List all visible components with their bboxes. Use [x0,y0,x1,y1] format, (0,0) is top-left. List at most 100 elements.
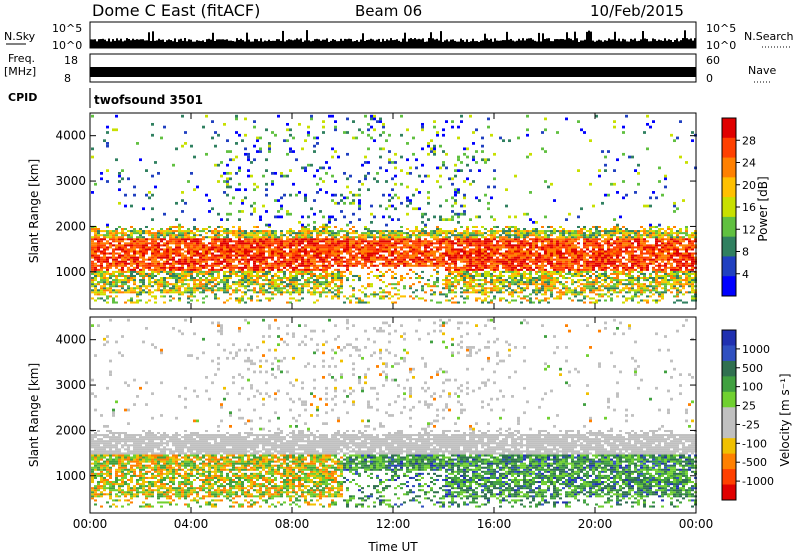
data-cell [412,297,415,299]
data-cell [487,253,490,255]
data-cell [118,180,121,183]
data-cell [523,295,526,297]
data-cell [145,263,148,265]
data-cell [199,291,202,293]
data-cell [241,291,244,293]
data-cell [472,142,475,145]
data-cell [478,255,481,257]
data-cell [154,271,157,273]
data-cell [517,273,520,275]
data-cell [412,265,415,267]
data-cell [457,279,460,281]
data-cell [262,279,265,281]
data-cell [325,285,328,287]
data-cell [247,234,250,236]
data-cell [211,244,214,246]
data-cell [553,273,556,275]
data-cell [553,259,556,261]
data-cell [391,242,394,244]
data-cell [523,234,526,236]
data-cell [244,230,247,232]
nsky-label: N.Sky [4,30,36,43]
data-cell [322,248,325,250]
data-cell [124,289,127,291]
data-cell [121,234,124,236]
data-cell [343,230,346,232]
data-cell [406,213,409,216]
data-cell [328,263,331,265]
data-cell [460,242,463,244]
data-cell [226,186,229,189]
data-cell [247,263,250,265]
data-cell [259,287,262,289]
data-cell [463,153,466,156]
data-cell [337,287,340,289]
data-cell [115,234,118,236]
data-cell [400,261,403,263]
data-cell [310,240,313,242]
data-cell [130,299,133,301]
data-cell [247,275,250,277]
data-cell [529,244,532,246]
data-cell [346,277,349,279]
data-cell [448,273,451,275]
data-cell [445,232,448,234]
data-cell [361,248,364,250]
data-cell [289,244,292,246]
data-cell [190,250,193,252]
data-cell [361,250,364,252]
data-cell [538,255,541,257]
data-cell [193,289,196,291]
data-cell [454,287,457,289]
data-cell [193,263,196,265]
data-cell [226,255,229,257]
data-cell [460,213,463,216]
data-cell [409,240,412,242]
data-cell [478,216,481,219]
data-cell [367,250,370,252]
data-cell [154,281,157,283]
data-cell [292,283,295,285]
data-cell [178,291,181,293]
data-cell [106,277,109,279]
nsky-bar [674,40,676,48]
data-cell [340,273,343,275]
data-cell [409,285,412,287]
data-cell [502,285,505,287]
data-cell [130,289,133,291]
data-cell [157,283,160,285]
data-cell [463,261,466,263]
data-cell [328,253,331,255]
data-cell [334,285,337,287]
freq-unit: [MHz] [4,65,36,78]
data-cell [388,194,391,197]
data-cell [214,279,217,281]
data-cell [448,240,451,242]
data-cell [268,242,271,244]
nsky-bar [340,39,342,48]
data-cell [274,238,277,240]
data-cell [232,265,235,267]
data-cell [484,279,487,281]
data-cell [496,291,499,293]
data-cell [472,281,475,283]
data-cell [166,285,169,287]
data-cell [142,281,145,283]
data-cell [247,156,250,159]
data-cell [394,232,397,234]
nsky-bar [280,41,282,48]
data-cell [400,156,403,159]
data-cell [250,205,253,208]
data-cell [304,259,307,261]
data-cell [181,257,184,259]
data-cell [265,263,268,265]
data-cell [283,287,286,289]
data-cell [280,277,283,279]
data-cell [106,169,109,172]
data-cell [298,265,301,267]
data-cell [535,265,538,267]
data-cell [325,271,328,273]
nsky-bar [618,39,620,48]
data-cell [532,238,535,240]
data-cell [145,242,148,244]
